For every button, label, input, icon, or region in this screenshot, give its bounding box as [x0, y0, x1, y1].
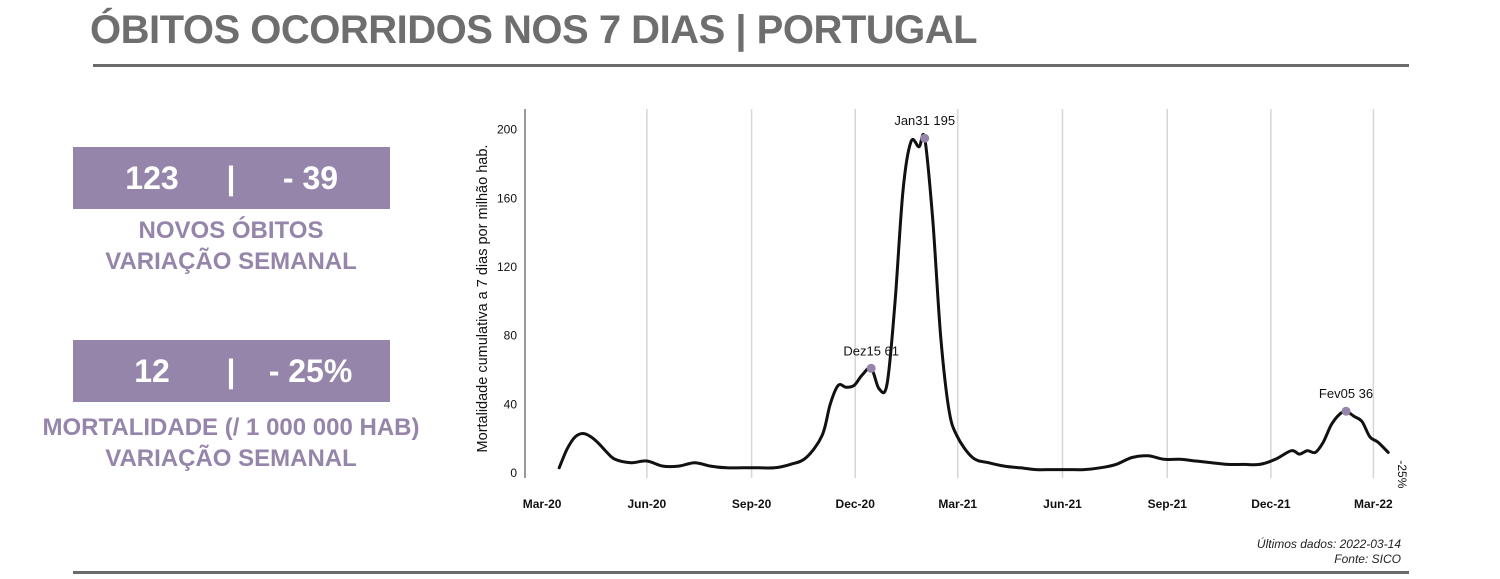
annotation-point-2	[920, 133, 930, 143]
y-tick-label-80: 80	[504, 329, 518, 343]
x-tick-label-mar-20: Mar-20	[523, 497, 562, 511]
new-deaths-caption-line1: NOVOS ÓBITOS	[138, 217, 324, 244]
title-divider	[93, 64, 1409, 67]
source-note: Fonte: SICO	[1334, 552, 1401, 566]
mortality-series-line	[557, 132, 1390, 472]
y-tick-label-120: 120	[497, 260, 517, 274]
new-deaths-caption-line2: VARIAÇÃO SEMANAL	[105, 248, 357, 275]
y-axis-label: Mortalidade cumulativa a 7 dias por milh…	[475, 145, 491, 453]
mortality-box: 12 | - 25%	[73, 340, 390, 402]
bottom-divider	[73, 571, 1409, 574]
mortality-caption-line2: VARIAÇÃO SEMANAL	[105, 445, 357, 472]
x-tick-label-sep-20: Sep-20	[732, 497, 772, 511]
y-tick-label-160: 160	[497, 191, 517, 205]
x-tick-label-jun-20: Jun-20	[628, 497, 667, 511]
new-deaths-separator: |	[226, 160, 236, 196]
mortality-value: 12	[134, 353, 170, 389]
y-tick-label-40: 40	[504, 397, 518, 411]
x-tick-label-sep-21: Sep-21	[1148, 497, 1188, 511]
new-deaths-value: 123	[125, 160, 179, 196]
new-deaths-caption: NOVOS ÓBITOS VARIAÇÃO SEMANAL	[20, 215, 442, 277]
grid-lines	[646, 109, 1375, 478]
annotation-label-2: Jan31 195	[894, 113, 955, 128]
annotations: Dez15 61 Jan31 195 Fev05 36 -25%	[843, 113, 1409, 489]
y-tick-label-200: 200	[497, 123, 517, 137]
end-change-label: -25%	[1395, 460, 1409, 488]
new-deaths-change: - 39	[282, 160, 339, 196]
mortality-caption-line1: MORTALIDADE (/ 1 000 000 HAB)	[42, 414, 420, 441]
last-data-note: Últimos dados: 2022-03-14	[1256, 537, 1401, 551]
mortality-line-chart: Mar-20 Jun-20 Sep-20 Dec-20 Mar-21 Jun-21 Sep-…	[475, 109, 1409, 511]
annotation-label-3: Fev05 36	[1319, 386, 1373, 401]
series-layer	[557, 132, 1390, 472]
annotation-label-1: Dez15 61	[843, 343, 899, 358]
y-tick-label-0: 0	[510, 466, 517, 480]
annotation-point-1	[866, 363, 876, 373]
x-tick-label-mar-21: Mar-21	[938, 497, 977, 511]
x-tick-label-dec-21: Dec-21	[1251, 497, 1291, 511]
x-tick-label-jun-21: Jun-21	[1043, 497, 1082, 511]
mortality-caption: MORTALIDADE (/ 1 000 000 HAB) VARIAÇÃO S…	[20, 412, 442, 474]
mortality-change: - 25%	[268, 353, 353, 389]
mortality-separator: |	[226, 353, 236, 389]
axes: Mar-20 Jun-20 Sep-20 Dec-20 Mar-21 Jun-21 Sep-…	[475, 109, 1393, 511]
annotation-point-3	[1341, 406, 1351, 416]
x-tick-label-dec-20: Dec-20	[836, 497, 876, 511]
new-deaths-box: 123 | - 39	[73, 147, 390, 209]
page-title: ÓBITOS OCORRIDOS NOS 7 DIAS | PORTUGAL	[90, 8, 978, 52]
x-tick-label-mar-22: Mar-22	[1354, 497, 1393, 511]
